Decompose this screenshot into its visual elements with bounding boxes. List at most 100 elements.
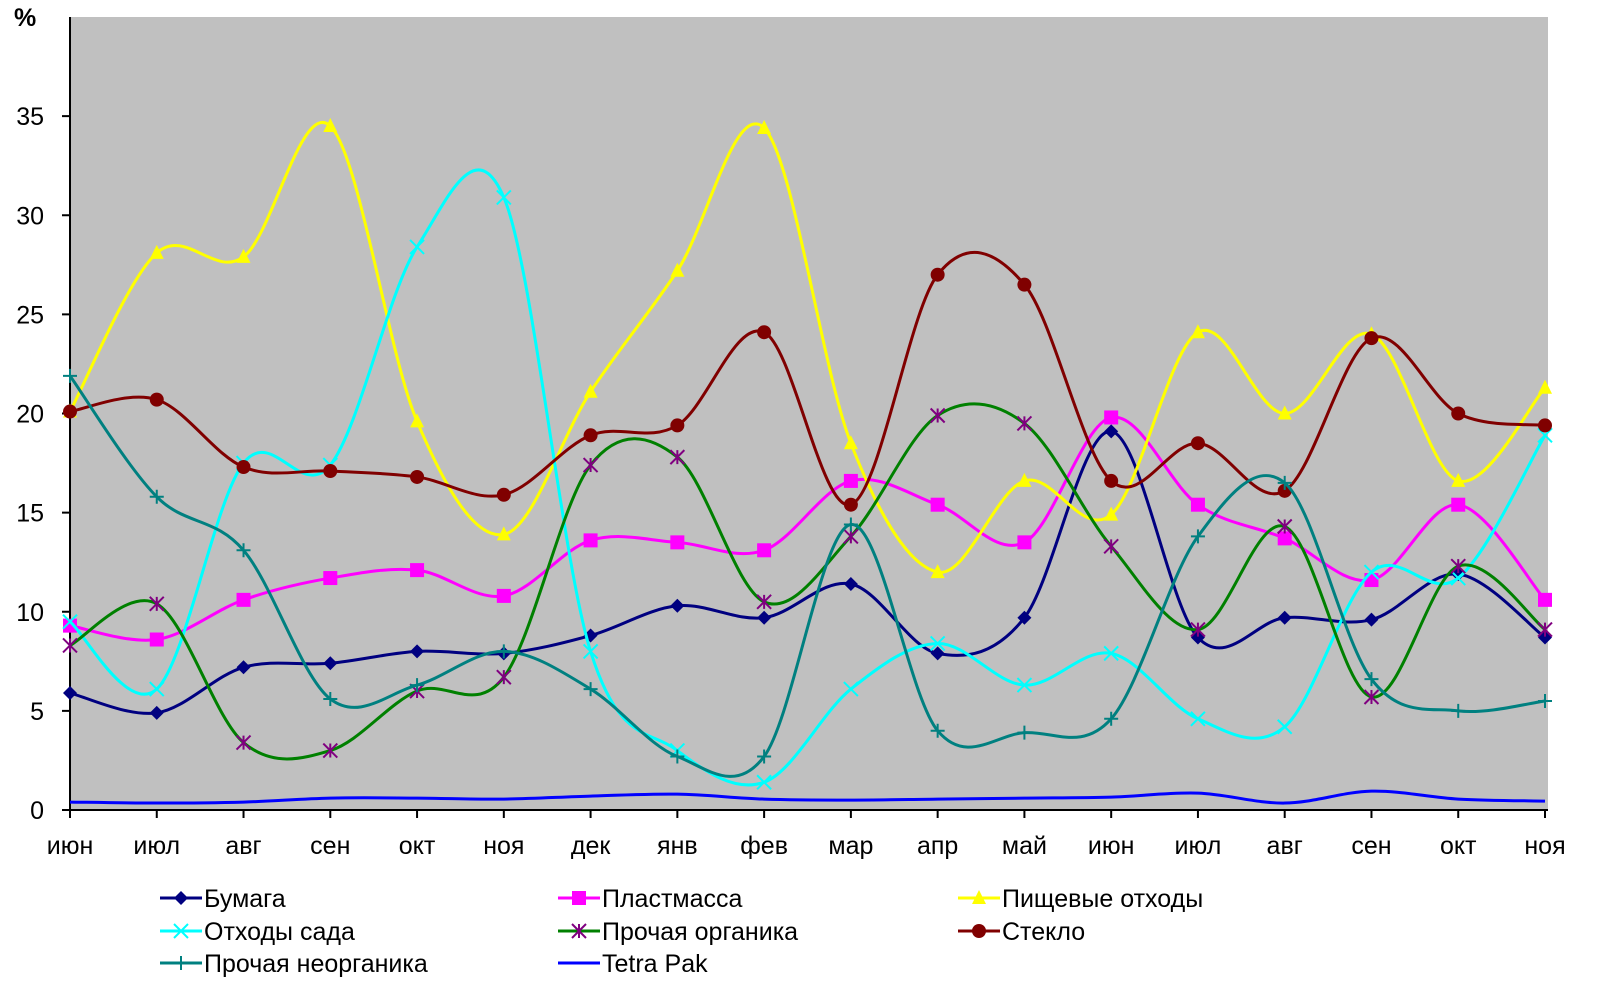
plot-area [70, 17, 1548, 810]
marker [149, 632, 164, 647]
marker [757, 325, 772, 340]
legend-item: Бумага [160, 885, 286, 913]
x-tick-label: мар [828, 832, 873, 860]
marker [843, 528, 859, 545]
marker [1451, 703, 1466, 718]
marker [410, 678, 425, 693]
marker [1277, 405, 1292, 420]
marker [322, 742, 339, 759]
legend-item: Прочая органика [558, 918, 798, 946]
marker [1364, 672, 1379, 687]
x-tick-label: авг [1267, 832, 1303, 860]
legend-item: Пластмасса [558, 885, 743, 913]
marker [1537, 621, 1553, 638]
marker [1538, 418, 1552, 433]
y-tick-label: 30 [16, 202, 44, 230]
marker [843, 576, 858, 591]
marker [757, 543, 772, 558]
marker [323, 656, 338, 671]
marker [930, 564, 945, 579]
legend-label: Прочая органика [602, 918, 798, 946]
marker [1017, 610, 1032, 625]
marker [149, 705, 164, 720]
marker [572, 891, 586, 905]
marker [1451, 472, 1466, 487]
marker [174, 891, 188, 905]
marker [496, 487, 511, 502]
marker [843, 681, 859, 697]
y-tick-label: 0 [30, 797, 44, 825]
marker [174, 956, 188, 970]
marker [496, 588, 511, 603]
legend-item: Отходы сада [160, 918, 355, 946]
marker [1104, 410, 1119, 425]
marker [1538, 379, 1552, 394]
x-tick-label: фев [740, 832, 788, 860]
marker [1104, 506, 1119, 521]
y-tick-label: 20 [16, 401, 44, 429]
marker [1103, 538, 1119, 555]
marker [62, 613, 78, 630]
marker [1103, 645, 1119, 662]
marker [583, 682, 598, 697]
marker [1104, 424, 1119, 439]
marker [323, 691, 338, 706]
marker [1538, 592, 1552, 607]
marker [843, 497, 858, 512]
marker [1451, 406, 1466, 421]
marker [930, 497, 945, 512]
marker [1277, 531, 1292, 546]
marker [930, 723, 945, 738]
x-tick-label: сен [310, 832, 350, 860]
marker [1017, 472, 1032, 487]
marker [1450, 570, 1466, 586]
marker [1017, 535, 1032, 550]
y-tick-label: 35 [16, 103, 44, 131]
x-tick-label: июл [133, 832, 180, 860]
x-tick-label: окт [1440, 832, 1477, 860]
marker [583, 533, 598, 548]
marker [235, 734, 252, 751]
marker [756, 594, 772, 610]
marker [63, 404, 77, 419]
marker [62, 637, 78, 654]
legend-label: Стекло [1002, 918, 1085, 946]
legend-label: Бумага [204, 885, 286, 913]
marker [1364, 331, 1379, 346]
legend-label: Пищевые отходы [1002, 885, 1203, 913]
marker [496, 189, 512, 206]
marker [972, 924, 986, 938]
marker [1190, 621, 1206, 638]
legend-item: Tetra Pak [558, 950, 708, 978]
marker [1277, 518, 1293, 535]
marker [757, 610, 772, 625]
marker [1190, 324, 1205, 339]
marker [1017, 725, 1032, 740]
marker [409, 239, 425, 255]
marker [236, 543, 251, 558]
x-tick-label: май [1002, 832, 1047, 860]
x-tick-label: сен [1351, 832, 1391, 860]
marker [496, 669, 512, 685]
marker [757, 120, 772, 135]
x-tick-label: июл [1175, 832, 1222, 860]
marker [972, 890, 986, 904]
legend-item: Стекло [958, 918, 1085, 946]
marker [1017, 277, 1032, 292]
marker [757, 749, 772, 764]
marker [669, 449, 686, 465]
marker [571, 923, 587, 939]
marker [1450, 558, 1466, 574]
y-tick-label: 15 [16, 500, 44, 528]
x-tick-label: окт [399, 832, 436, 860]
marker [1538, 693, 1552, 708]
marker [149, 681, 165, 697]
marker [410, 644, 425, 659]
marker [1190, 436, 1205, 451]
marker [173, 923, 189, 939]
marker [410, 469, 425, 484]
marker [1451, 497, 1466, 512]
legend-label: Отходы сада [204, 918, 355, 946]
y-tick-label: 10 [16, 599, 44, 627]
